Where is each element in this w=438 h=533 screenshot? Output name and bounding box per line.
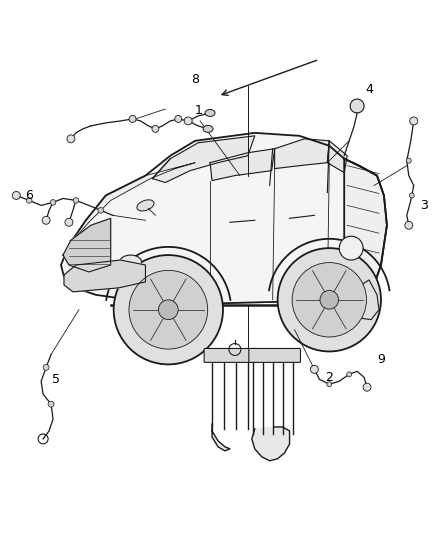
Circle shape	[73, 198, 79, 203]
Circle shape	[363, 383, 371, 391]
Polygon shape	[63, 219, 111, 272]
Polygon shape	[327, 141, 347, 173]
Circle shape	[327, 382, 332, 387]
Polygon shape	[61, 133, 387, 305]
Circle shape	[347, 372, 352, 377]
Ellipse shape	[205, 109, 215, 116]
Circle shape	[67, 135, 75, 143]
Circle shape	[129, 270, 208, 349]
Circle shape	[42, 216, 50, 224]
Circle shape	[320, 290, 339, 309]
Circle shape	[159, 300, 178, 320]
Circle shape	[409, 193, 414, 198]
Polygon shape	[275, 139, 329, 168]
Circle shape	[26, 198, 32, 203]
Circle shape	[129, 116, 136, 123]
Text: 1: 1	[194, 104, 202, 117]
Ellipse shape	[95, 266, 123, 284]
Circle shape	[350, 99, 364, 113]
Text: 5: 5	[52, 373, 60, 386]
Circle shape	[311, 365, 318, 373]
Circle shape	[65, 219, 73, 226]
Circle shape	[114, 255, 223, 365]
Polygon shape	[354, 280, 379, 320]
Polygon shape	[210, 149, 275, 181]
Polygon shape	[212, 424, 230, 451]
Circle shape	[98, 207, 103, 213]
Circle shape	[405, 221, 413, 229]
Text: 9: 9	[377, 353, 385, 366]
Text: 8: 8	[191, 72, 199, 86]
Circle shape	[12, 191, 20, 199]
Ellipse shape	[203, 125, 213, 132]
Circle shape	[175, 116, 182, 123]
Text: 2: 2	[325, 371, 333, 384]
Ellipse shape	[137, 200, 154, 211]
Circle shape	[48, 401, 54, 407]
Circle shape	[184, 117, 192, 125]
Circle shape	[410, 117, 418, 125]
Circle shape	[50, 200, 56, 205]
Text: 4: 4	[365, 83, 373, 95]
Circle shape	[292, 263, 367, 337]
Ellipse shape	[120, 255, 141, 269]
Circle shape	[43, 365, 49, 370]
Circle shape	[339, 236, 363, 260]
FancyBboxPatch shape	[249, 349, 300, 362]
Circle shape	[152, 125, 159, 132]
Polygon shape	[344, 159, 387, 300]
Polygon shape	[252, 427, 290, 461]
FancyBboxPatch shape	[204, 349, 258, 362]
Text: 3: 3	[420, 199, 427, 212]
Polygon shape	[152, 136, 255, 182]
Circle shape	[278, 248, 381, 351]
Circle shape	[406, 158, 411, 163]
Text: 6: 6	[25, 189, 33, 202]
Polygon shape	[64, 260, 145, 292]
Polygon shape	[69, 163, 195, 245]
